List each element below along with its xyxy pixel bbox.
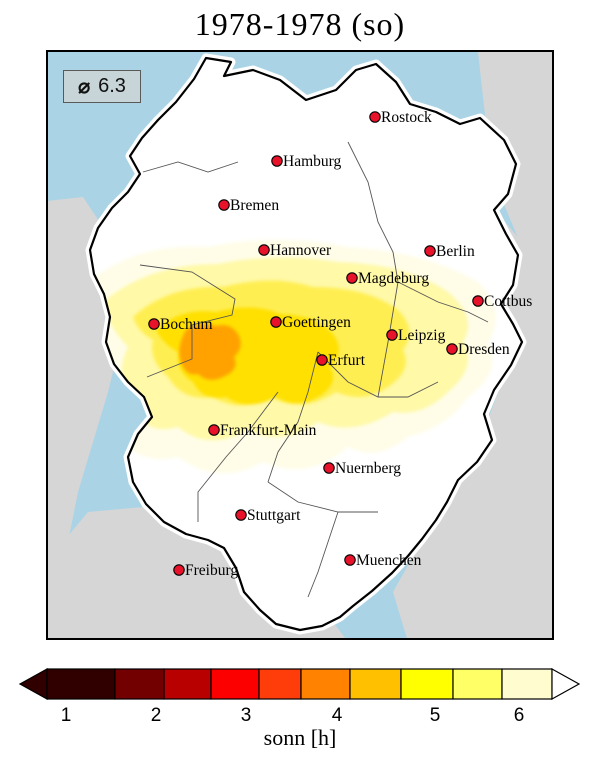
svg-text:4: 4 (332, 705, 343, 726)
svg-text:Bremen: Bremen (230, 197, 279, 214)
svg-text:Frankfurt-Main: Frankfurt-Main (220, 422, 317, 439)
svg-text:Cottbus: Cottbus (484, 293, 532, 310)
svg-text:Leipzig: Leipzig (398, 327, 446, 344)
svg-text:Bochum: Bochum (160, 316, 213, 333)
svg-text:3: 3 (241, 705, 252, 726)
svg-text:Hannover: Hannover (270, 242, 332, 259)
svg-text:5: 5 (430, 705, 441, 726)
svg-text:Dresden: Dresden (458, 341, 510, 358)
svg-text:Magdeburg: Magdeburg (358, 270, 429, 287)
svg-text:2: 2 (151, 705, 162, 726)
svg-text:Erfurt: Erfurt (328, 352, 366, 369)
svg-text:6: 6 (514, 705, 525, 726)
svg-text:Berlin: Berlin (436, 243, 475, 260)
svg-text:Goettingen: Goettingen (282, 314, 351, 331)
svg-text:Rostock: Rostock (381, 109, 432, 126)
svg-text:1: 1 (61, 705, 72, 726)
svg-text:Muenchen: Muenchen (356, 552, 422, 569)
svg-text:Stuttgart: Stuttgart (247, 507, 301, 524)
svg-text:Hamburg: Hamburg (283, 153, 342, 170)
svg-text:Nuernberg: Nuernberg (335, 460, 401, 477)
svg-text:Freiburg: Freiburg (185, 562, 238, 579)
